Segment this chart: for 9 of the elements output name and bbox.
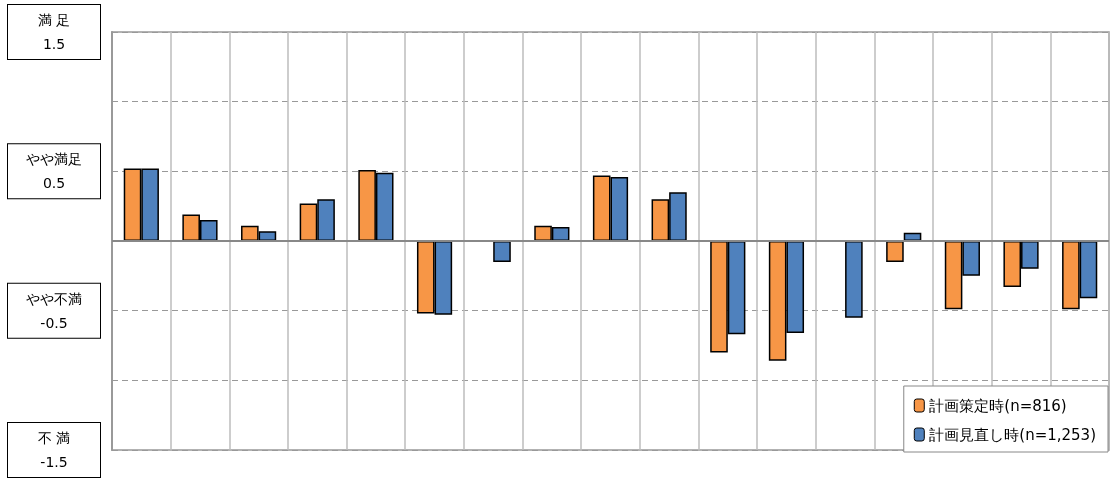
bar: [845, 241, 863, 318]
legend-label: 計画見直し時(n=1,253): [929, 425, 1097, 444]
bar: [886, 241, 904, 262]
y-tick-label: 満 足 1.5: [37, 12, 71, 52]
y-tick-label: 不 満 -1.5: [37, 430, 71, 470]
y-tick-label: やや不満 -0.5: [26, 290, 82, 331]
y-tick-label: やや満足 0.5: [26, 151, 82, 192]
legend-label: 計画策定時(n=816): [929, 396, 1067, 415]
bar: [493, 241, 511, 262]
